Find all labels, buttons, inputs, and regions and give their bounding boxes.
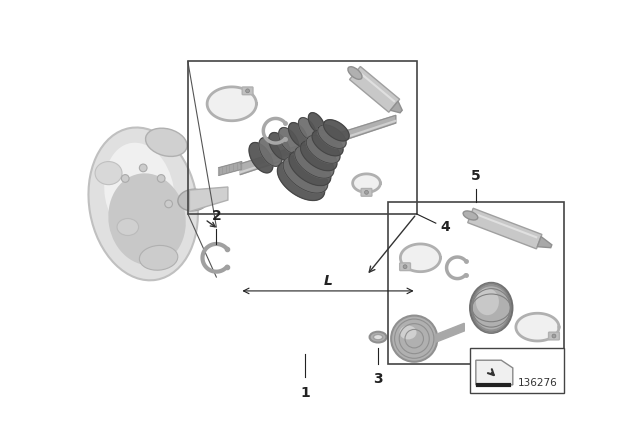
FancyBboxPatch shape xyxy=(361,189,372,196)
Circle shape xyxy=(391,315,437,362)
Circle shape xyxy=(122,175,129,182)
Bar xyxy=(470,348,564,392)
FancyBboxPatch shape xyxy=(399,263,410,271)
Circle shape xyxy=(246,89,250,93)
Text: 1: 1 xyxy=(300,386,310,401)
Text: 2: 2 xyxy=(211,209,221,223)
Polygon shape xyxy=(207,87,257,121)
Polygon shape xyxy=(537,237,552,248)
Text: 136276: 136276 xyxy=(517,378,557,388)
Ellipse shape xyxy=(104,143,175,242)
Polygon shape xyxy=(312,130,343,156)
Polygon shape xyxy=(298,118,316,140)
Ellipse shape xyxy=(373,334,383,340)
Polygon shape xyxy=(283,156,328,193)
Polygon shape xyxy=(278,128,299,153)
Polygon shape xyxy=(318,125,346,148)
Text: 4: 4 xyxy=(440,220,450,234)
Polygon shape xyxy=(219,162,242,176)
Circle shape xyxy=(157,175,165,182)
Polygon shape xyxy=(435,323,464,343)
Bar xyxy=(188,61,417,214)
FancyBboxPatch shape xyxy=(242,87,253,95)
Ellipse shape xyxy=(140,246,178,270)
Polygon shape xyxy=(349,66,399,112)
Polygon shape xyxy=(390,101,402,113)
Circle shape xyxy=(365,190,369,194)
Polygon shape xyxy=(289,151,331,185)
FancyBboxPatch shape xyxy=(548,332,559,340)
Text: 3: 3 xyxy=(373,372,383,386)
Ellipse shape xyxy=(369,332,387,343)
Polygon shape xyxy=(353,174,380,192)
Polygon shape xyxy=(189,187,228,211)
Text: 5: 5 xyxy=(471,169,481,183)
Ellipse shape xyxy=(117,219,139,236)
Ellipse shape xyxy=(473,286,509,329)
Ellipse shape xyxy=(95,162,122,185)
Ellipse shape xyxy=(470,283,513,333)
Polygon shape xyxy=(295,146,334,178)
Polygon shape xyxy=(307,135,340,163)
Ellipse shape xyxy=(463,211,478,220)
Circle shape xyxy=(403,265,407,269)
Polygon shape xyxy=(401,244,440,271)
Ellipse shape xyxy=(145,128,187,156)
Polygon shape xyxy=(324,120,349,141)
Circle shape xyxy=(164,200,172,208)
Polygon shape xyxy=(289,123,307,146)
Ellipse shape xyxy=(108,173,186,265)
Polygon shape xyxy=(249,142,273,173)
Polygon shape xyxy=(259,138,282,166)
Text: L: L xyxy=(324,274,332,288)
Circle shape xyxy=(140,164,147,172)
Polygon shape xyxy=(308,112,324,134)
Polygon shape xyxy=(269,133,290,160)
Bar xyxy=(388,202,564,364)
Polygon shape xyxy=(301,141,337,171)
Polygon shape xyxy=(476,360,513,385)
Polygon shape xyxy=(277,161,324,200)
Ellipse shape xyxy=(348,67,362,79)
Ellipse shape xyxy=(88,128,198,280)
Ellipse shape xyxy=(178,189,209,211)
Polygon shape xyxy=(516,313,559,341)
Ellipse shape xyxy=(476,288,499,315)
Polygon shape xyxy=(468,208,542,249)
Ellipse shape xyxy=(399,326,417,340)
Polygon shape xyxy=(240,116,396,175)
Circle shape xyxy=(552,334,556,338)
